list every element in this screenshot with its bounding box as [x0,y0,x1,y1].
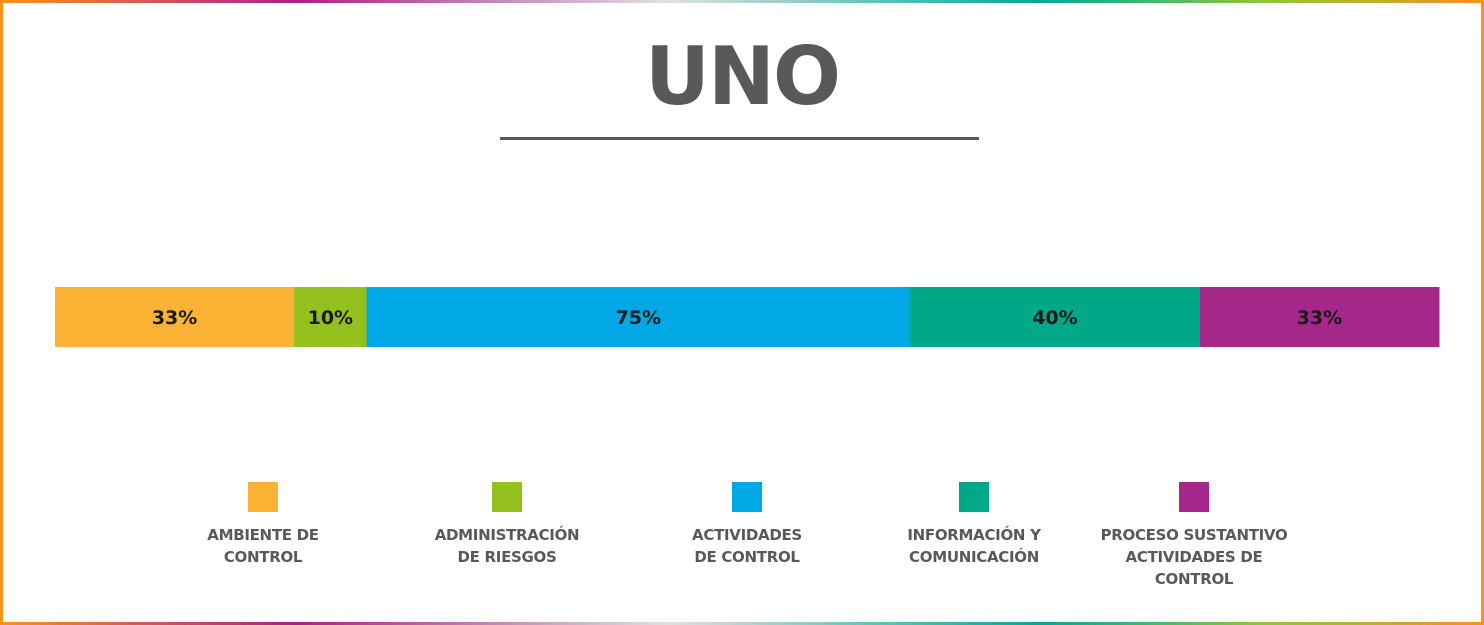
legend-item: PROCESO SUSTANTIVO ACTIVIDADES DE CONTROL [1084,482,1304,590]
legend-swatch [732,482,762,512]
data-label: 33% [1297,307,1342,329]
bar-segment [910,287,1201,347]
legend-swatch [1179,482,1209,512]
data-label: 10% [308,307,353,329]
data-label: 33% [152,307,197,329]
legend-swatch [959,482,989,512]
legend-item: AMBIENTE DE CONTROL [153,482,373,568]
bar-segment [294,287,368,347]
legend-label: ACTIVIDADES DE CONTROL [692,526,802,566]
legend-item: INFORMACIÓN Y COMUNICACIÓN [864,482,1084,568]
legend-swatch [492,482,522,512]
bar-segment [1199,287,1440,347]
legend-swatch [248,482,278,512]
legend-label: PROCESO SUSTANTIVO ACTIVIDADES DE CONTROL [1100,526,1288,588]
bar-segment [366,287,911,347]
chart-title: UNO [645,30,841,123]
legend-label: ADMINISTRACIÓN DE RIESGOS [434,526,580,566]
title-underline [500,137,979,140]
legend-label: INFORMACIÓN Y COMUNICACIÓN [907,526,1041,566]
legend-item: ACTIVIDADES DE CONTROL [637,482,857,568]
legend-label: AMBIENTE DE CONTROL [207,526,319,566]
legend-item: ADMINISTRACIÓN DE RIESGOS [397,482,617,568]
data-label: 40% [1032,307,1077,329]
bar-segment [55,287,295,347]
data-label: 75% [616,307,661,329]
